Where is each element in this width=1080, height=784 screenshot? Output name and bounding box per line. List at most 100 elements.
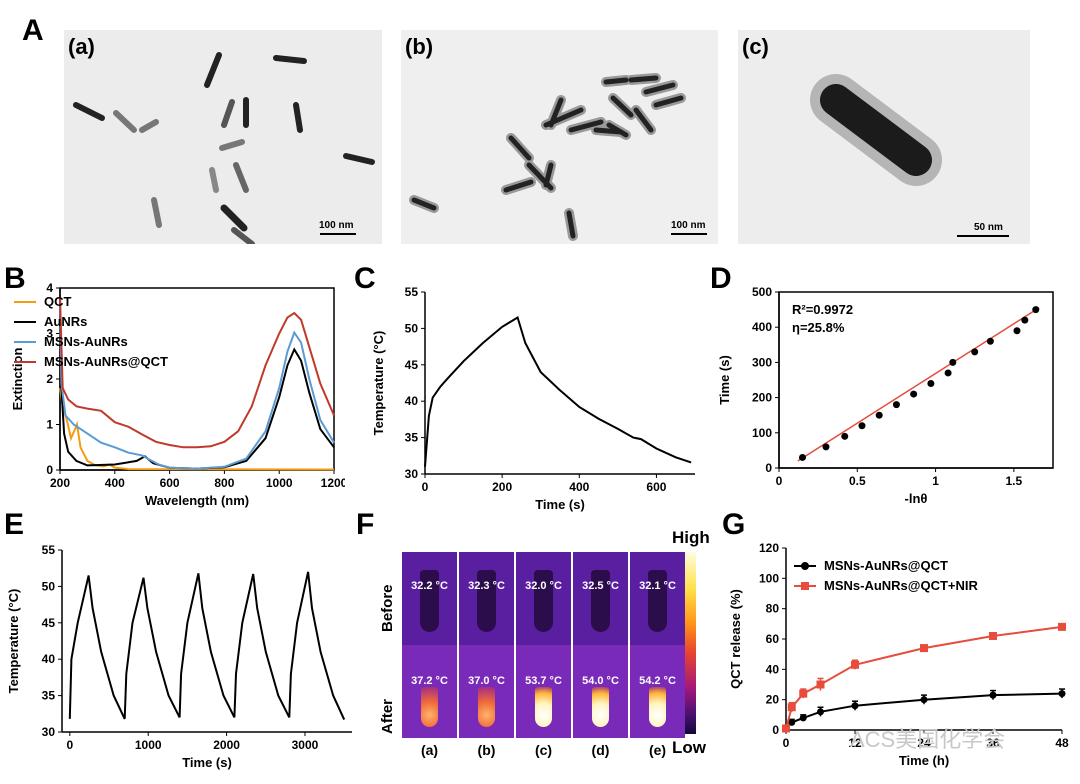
tube-shape <box>648 570 667 632</box>
data-point <box>989 631 997 640</box>
thermal-cell-before: 32.1 °C <box>630 552 685 645</box>
data-point <box>787 703 796 712</box>
annotation-text: η=25.8% <box>792 320 845 335</box>
fit-line <box>797 307 1040 462</box>
y-axis-label: Extinction <box>10 348 25 411</box>
y-tick-label: 4 <box>46 281 53 295</box>
data-point <box>799 714 807 722</box>
y-tick-label: 30 <box>405 467 419 481</box>
series-line-3 <box>59 297 335 449</box>
data-point <box>798 453 806 461</box>
y-axis-label: Temperature (°C) <box>371 331 386 436</box>
temperature-readout: 32.2 °C <box>411 580 448 592</box>
chart-extinction: 200 400 600 800 1000 1200 0 1 2 3 4 Wavelength (nm)… <box>10 281 345 508</box>
y-tick-label: 35 <box>405 431 419 445</box>
y-tick-label: 0 <box>765 461 772 475</box>
nanorod-image-c <box>738 30 1030 244</box>
y-tick-label: 55 <box>405 285 419 299</box>
data-point <box>927 380 935 388</box>
subpanel-label-a: (a) <box>68 34 95 59</box>
x-tick-label: 1 <box>932 474 939 488</box>
series-line-1 <box>785 625 1063 729</box>
temperature-readout: 54.0 °C <box>582 675 619 687</box>
y-tick-label: 0 <box>772 723 779 737</box>
x-tick-label: 1000 <box>266 476 293 490</box>
x-axis-label: Wavelength (nm) <box>145 493 249 508</box>
scale-label-c: 50 nm <box>974 222 1003 233</box>
x-tick-label: 0.5 <box>849 474 866 488</box>
y-tick-label: 60 <box>766 632 780 646</box>
x-axis-label: -lnθ <box>905 491 928 506</box>
thermal-cell-after: 54.2 °C <box>630 645 685 738</box>
data-point <box>1058 622 1066 631</box>
y-tick-label: 200 <box>752 391 772 405</box>
y-tick-label: 45 <box>405 358 419 372</box>
legend-marker <box>801 582 809 590</box>
tube-shape <box>478 687 495 727</box>
y-axis-label: Time (s) <box>717 355 732 405</box>
scale-label-a: 100 nm <box>319 220 354 231</box>
tem-image-a: 100 nm <box>64 30 382 244</box>
panel-letter-f: F <box>356 508 375 541</box>
panel-letter-e: E <box>4 508 25 541</box>
x-tick-label: 12 <box>848 736 862 750</box>
data-point <box>920 696 928 704</box>
y-tick-label: 80 <box>766 602 780 616</box>
tube-shape <box>535 687 552 727</box>
y-tick-label: 100 <box>759 571 779 585</box>
x-tick-label: 600 <box>160 476 180 490</box>
x-tick-label: 2000 <box>213 738 240 752</box>
series-line-2 <box>59 306 335 470</box>
x-tick-label: 200 <box>50 476 70 490</box>
data-point <box>910 390 918 398</box>
x-tick-label: 1200 <box>321 476 345 490</box>
data-point <box>920 644 928 653</box>
thermal-cell-after: 53.7 °C <box>516 645 571 738</box>
y-tick-label: 55 <box>42 543 56 557</box>
series-line-0 <box>68 571 346 721</box>
y-tick-label: 30 <box>42 725 56 739</box>
data-point <box>1021 316 1029 324</box>
thermal-column-label: (b) <box>477 742 496 758</box>
colorbar-low-label: Low <box>672 738 706 757</box>
nanorods-image-b <box>401 30 718 244</box>
tem-image-b: 100 nm <box>401 30 718 244</box>
tube-shape <box>477 570 496 632</box>
x-tick-label: 24 <box>917 736 931 750</box>
x-tick-label: 36 <box>986 736 1000 750</box>
data-point <box>971 348 979 356</box>
x-tick-label: 800 <box>214 476 234 490</box>
thermal-cell-before: 32.0 °C <box>516 552 571 645</box>
panel-letter-d: D <box>710 262 732 295</box>
y-tick-label: 40 <box>766 662 780 676</box>
data-point <box>799 689 808 698</box>
x-axis-label: Time (h) <box>899 753 949 768</box>
data-point <box>816 680 825 689</box>
temperature-readout: 37.2 °C <box>411 675 448 687</box>
temperature-readout: 32.1 °C <box>639 580 676 592</box>
y-tick-label: 120 <box>759 541 779 555</box>
x-tick-label: 0 <box>783 736 790 750</box>
data-point <box>892 401 900 409</box>
x-tick-label: 3000 <box>292 738 319 752</box>
y-tick-label: 50 <box>405 321 419 335</box>
data-point <box>1032 306 1040 314</box>
data-point <box>841 432 849 440</box>
thermal-column-label: (c) <box>534 742 553 758</box>
y-tick-label: 400 <box>752 320 772 334</box>
data-point <box>1013 327 1021 335</box>
data-point <box>944 369 952 377</box>
chart-release: 0 12 24 36 48 0 20 40 60 80 100 120 Time (h) QCT rele… <box>728 541 1069 768</box>
x-axis-label: Time (s) <box>182 755 232 770</box>
data-point <box>851 702 859 710</box>
nanorods-image-a <box>64 30 382 244</box>
row-label-after: After <box>379 698 396 734</box>
chart-heating-curve: 0 200 400 600 30 35 40 45 50 55 Time (s) Temperatur… <box>371 285 695 512</box>
chart-cycling: 0 1000 2000 3000 30 35 40 45 50 55 Time (s) Tempera… <box>6 543 352 770</box>
temperature-readout: 54.2 °C <box>639 675 676 687</box>
thermal-cell-before: 32.2 °C <box>402 552 457 645</box>
x-axis-label: Time (s) <box>535 497 585 512</box>
thermal-cell-before: 32.3 °C <box>459 552 514 645</box>
series-line-0 <box>59 387 335 471</box>
scale-label-b: 100 nm <box>671 220 706 231</box>
